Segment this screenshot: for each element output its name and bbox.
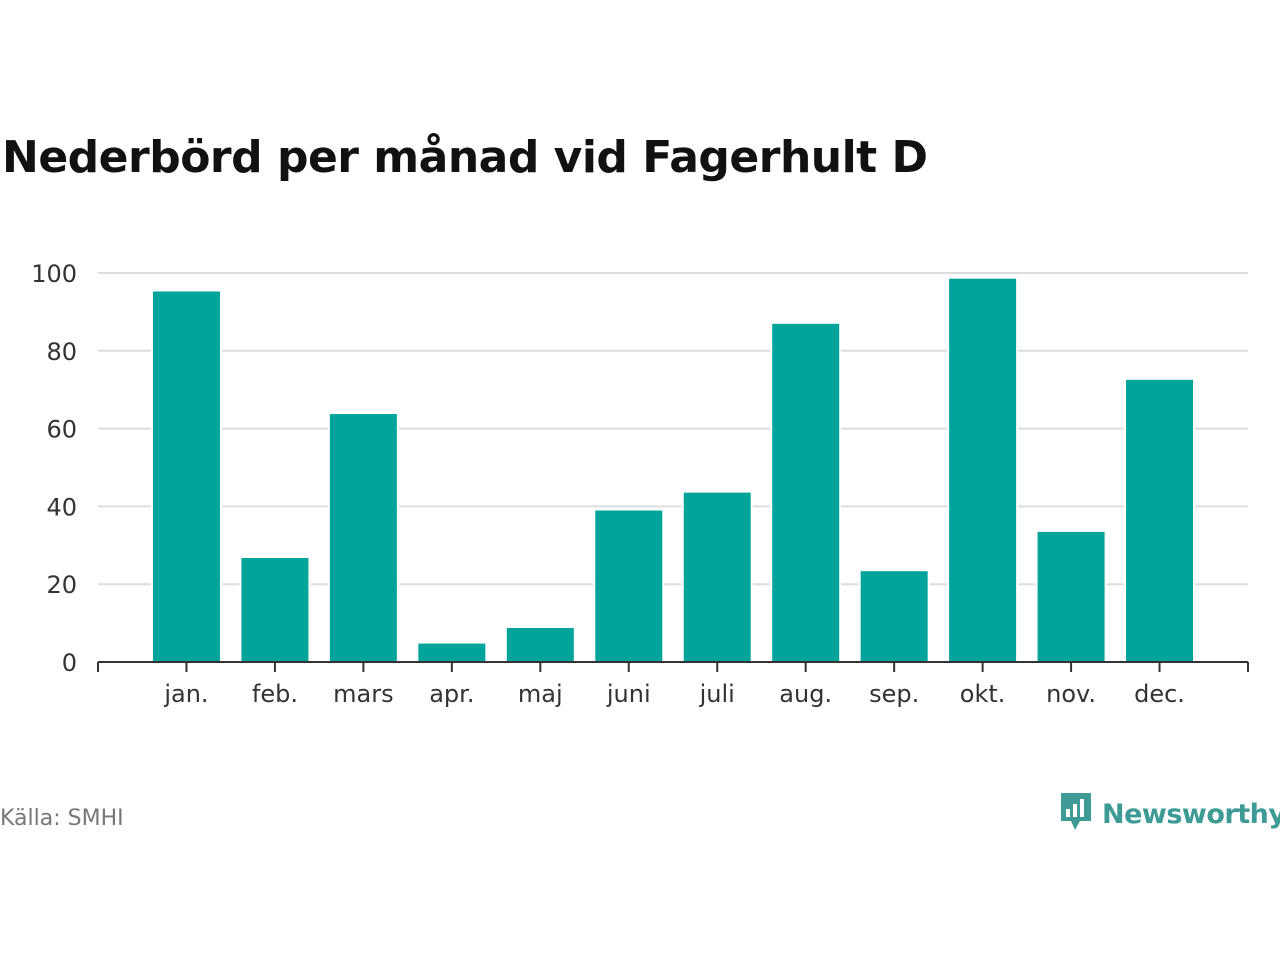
brand-name: Newsworthy xyxy=(1102,798,1280,830)
bar xyxy=(327,412,399,664)
source-note: Källa: SMHI xyxy=(0,806,124,831)
x-axis-tick-labels: jan. feb. mars apr. maj juni juli aug. sep. okt. n… xyxy=(163,680,1185,708)
x-tick-label: dec. xyxy=(1134,680,1185,708)
bar xyxy=(947,276,1019,663)
chart-title: Nederbörd per månad vid Fagerhult D xyxy=(2,132,928,183)
x-tick-label: okt. xyxy=(960,680,1006,708)
bar xyxy=(1124,377,1196,663)
bar xyxy=(1035,529,1107,663)
y-axis-tick-labels: 0 20 40 60 80 100 xyxy=(31,260,77,677)
y-tick-label: 0 xyxy=(62,649,77,677)
y-tick-label: 100 xyxy=(31,260,77,288)
x-tick-label: jan. xyxy=(163,680,208,708)
brand-logo[interactable]: Newsworthy xyxy=(1058,790,1280,838)
y-tick-label: 20 xyxy=(46,571,77,599)
y-tick-label: 40 xyxy=(46,493,77,521)
x-axis xyxy=(97,661,1249,672)
x-tick-label: aug. xyxy=(779,680,832,708)
bar-chart: 0 20 40 60 80 100 jan. feb. mars apr. maj juni juli… xyxy=(31,260,1249,708)
x-tick-label: sep. xyxy=(869,680,919,708)
bar xyxy=(416,641,488,663)
x-tick-label: juli xyxy=(699,680,735,708)
x-tick-label: nov. xyxy=(1046,680,1096,708)
x-tick-label: juni xyxy=(606,680,651,708)
bar xyxy=(593,508,665,663)
y-tick-label: 80 xyxy=(46,338,77,366)
x-tick-label: maj xyxy=(518,680,563,708)
bars xyxy=(150,276,1196,664)
y-tick-label: 60 xyxy=(46,416,77,444)
bar xyxy=(858,569,930,663)
x-tick-label: feb. xyxy=(252,680,298,708)
bar xyxy=(770,321,842,663)
bar xyxy=(681,490,753,664)
bar xyxy=(239,555,311,663)
x-tick-label: mars xyxy=(333,680,393,708)
bar xyxy=(504,625,576,663)
newsworthy-logo-icon xyxy=(1058,790,1094,838)
x-tick-label: apr. xyxy=(429,680,474,708)
bar xyxy=(150,289,222,663)
